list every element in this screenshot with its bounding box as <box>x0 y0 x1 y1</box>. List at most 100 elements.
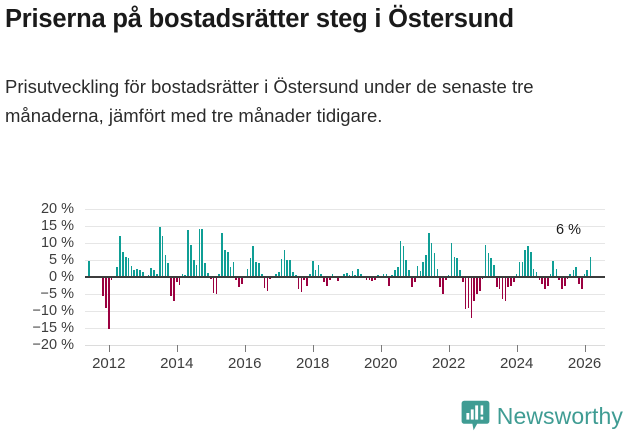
bar <box>292 271 294 277</box>
bar <box>232 261 235 277</box>
bar <box>294 274 297 277</box>
bar <box>303 277 306 281</box>
x-axis-tick <box>584 345 586 352</box>
bar <box>558 277 560 281</box>
bar <box>569 273 572 277</box>
bar <box>368 277 371 280</box>
x-axis-tick-label: 2022 <box>431 355 466 372</box>
bar <box>275 273 277 277</box>
bar <box>133 270 136 277</box>
bar <box>394 270 396 277</box>
page-title: Priserna på bostadsrätter steg i Östersu… <box>5 5 514 33</box>
bar <box>110 277 113 281</box>
bar <box>422 261 424 277</box>
bar <box>246 268 249 277</box>
bar <box>269 277 272 280</box>
bar <box>374 277 376 281</box>
bar <box>527 246 529 277</box>
bar <box>184 274 187 277</box>
bar <box>139 269 141 277</box>
bar <box>297 277 300 289</box>
bar <box>161 236 164 277</box>
bar <box>266 277 269 291</box>
bar <box>258 263 260 277</box>
y-axis-tick-label: 0 % <box>49 269 74 285</box>
bar <box>515 273 518 277</box>
bar <box>187 230 189 277</box>
bar <box>459 270 461 277</box>
bar <box>428 232 430 277</box>
bar <box>122 251 124 277</box>
bar <box>411 277 413 288</box>
bar <box>351 270 354 277</box>
bar <box>450 243 453 277</box>
bar <box>436 268 439 277</box>
bar <box>479 277 481 291</box>
bar <box>481 277 484 280</box>
bar <box>360 273 362 277</box>
bar <box>141 271 144 277</box>
bar <box>467 277 470 308</box>
bar <box>289 260 291 277</box>
bar <box>178 277 181 285</box>
x-axis-line <box>85 345 605 346</box>
bar <box>510 277 512 286</box>
x-axis-tick <box>516 345 518 352</box>
zero-line <box>85 276 605 278</box>
bar <box>320 273 323 277</box>
bar <box>309 274 311 277</box>
bar <box>547 277 549 286</box>
bar <box>470 277 473 318</box>
bar <box>572 270 575 277</box>
bar <box>153 270 155 277</box>
bar <box>229 266 232 277</box>
bar <box>207 272 209 277</box>
bar <box>530 251 532 277</box>
bar <box>507 277 509 288</box>
bar <box>283 249 286 277</box>
y-axis-tick-label: −15 % <box>32 320 74 336</box>
y-axis-tick-label: −20 % <box>32 337 74 353</box>
bar <box>235 277 238 281</box>
bar <box>345 272 348 277</box>
x-axis-tick <box>244 345 246 352</box>
bar <box>464 277 467 310</box>
y-axis-tick-label: 10 % <box>40 235 74 251</box>
bar <box>249 258 252 277</box>
bar <box>306 277 308 286</box>
bar <box>218 273 221 277</box>
bar <box>209 277 212 280</box>
bar <box>224 249 226 277</box>
bar <box>280 259 283 277</box>
bar <box>538 277 541 281</box>
bar <box>589 256 592 277</box>
bar <box>549 273 552 277</box>
bar <box>433 253 436 277</box>
bar <box>552 260 555 277</box>
bar <box>487 253 490 277</box>
bar <box>484 244 487 277</box>
bar <box>102 277 104 296</box>
bar <box>564 277 566 286</box>
chart-container: 20 % 15 % 10 % 5 % 0 % −5 % −10 % −15 % −20 % 20… <box>0 196 631 396</box>
bar <box>215 277 218 294</box>
bar <box>575 266 577 277</box>
bar <box>535 271 538 277</box>
bar <box>504 277 507 301</box>
bar <box>524 249 526 277</box>
newsworthy-logo[interactable]: Newsworthy <box>461 400 623 431</box>
bar <box>88 260 90 277</box>
bar <box>192 260 195 277</box>
bar <box>413 277 416 283</box>
bar <box>105 277 107 308</box>
bar <box>498 277 501 289</box>
x-axis-tick <box>312 345 314 352</box>
bar <box>158 226 161 277</box>
bar <box>408 270 410 277</box>
bar <box>201 229 204 277</box>
x-axis-tick <box>448 345 450 352</box>
bar <box>501 277 504 300</box>
bar <box>147 274 150 277</box>
bar <box>453 256 456 277</box>
gridline <box>85 260 605 261</box>
